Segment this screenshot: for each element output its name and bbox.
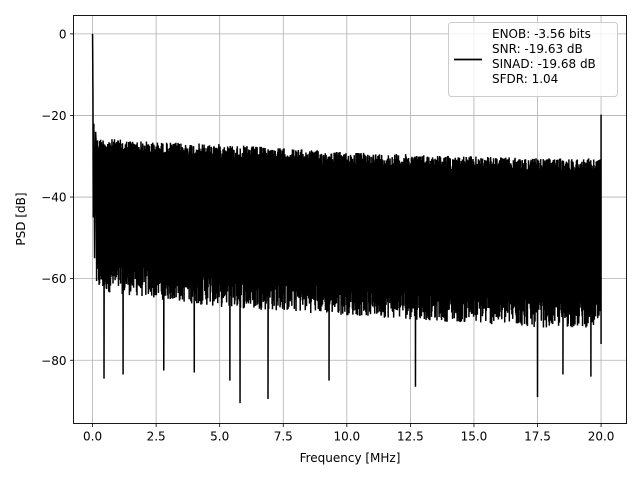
- y-tick-label: 0: [59, 27, 67, 41]
- legend-box: [448, 22, 618, 97]
- legend-sfdr: SFDR: 1.04: [492, 72, 558, 86]
- x-tick-label: 10.0: [333, 430, 360, 444]
- psd-line: [91, 33, 602, 404]
- axis-ticks: 0.0 2.5 5.0 7.5 10.0 12.5 15.0 17.5 20.0 0 −20 −40 −…: [41, 27, 614, 443]
- legend-sinad: SINAD: -19.68 dB: [492, 57, 596, 71]
- x-tick-label: 7.5: [274, 430, 293, 444]
- series-psd: [91, 33, 602, 404]
- x-axis-label: Frequency [MHz]: [300, 451, 401, 465]
- x-tick-label: 2.5: [147, 430, 166, 444]
- x-tick-label: 5.0: [210, 430, 229, 444]
- x-tick-label: 12.5: [397, 430, 424, 444]
- y-axis-label: PSD [dB]: [14, 192, 28, 245]
- y-tick-label: −40: [41, 191, 66, 205]
- x-tick-label: 17.5: [524, 430, 551, 444]
- legend: ENOB: -3.56 bits SNR: -19.63 dB SINAD: -…: [448, 22, 618, 97]
- legend-enob: ENOB: -3.56 bits: [492, 27, 591, 41]
- x-tick-label: 20.0: [588, 430, 615, 444]
- legend-snr: SNR: -19.63 dB: [492, 42, 583, 56]
- y-tick-label: −80: [41, 354, 66, 368]
- y-tick-label: −60: [41, 272, 66, 286]
- x-tick-label: 15.0: [461, 430, 488, 444]
- axes-frame: [73, 15, 627, 424]
- y-tick-label: −20: [41, 109, 66, 123]
- x-tick-label: 0.0: [83, 430, 102, 444]
